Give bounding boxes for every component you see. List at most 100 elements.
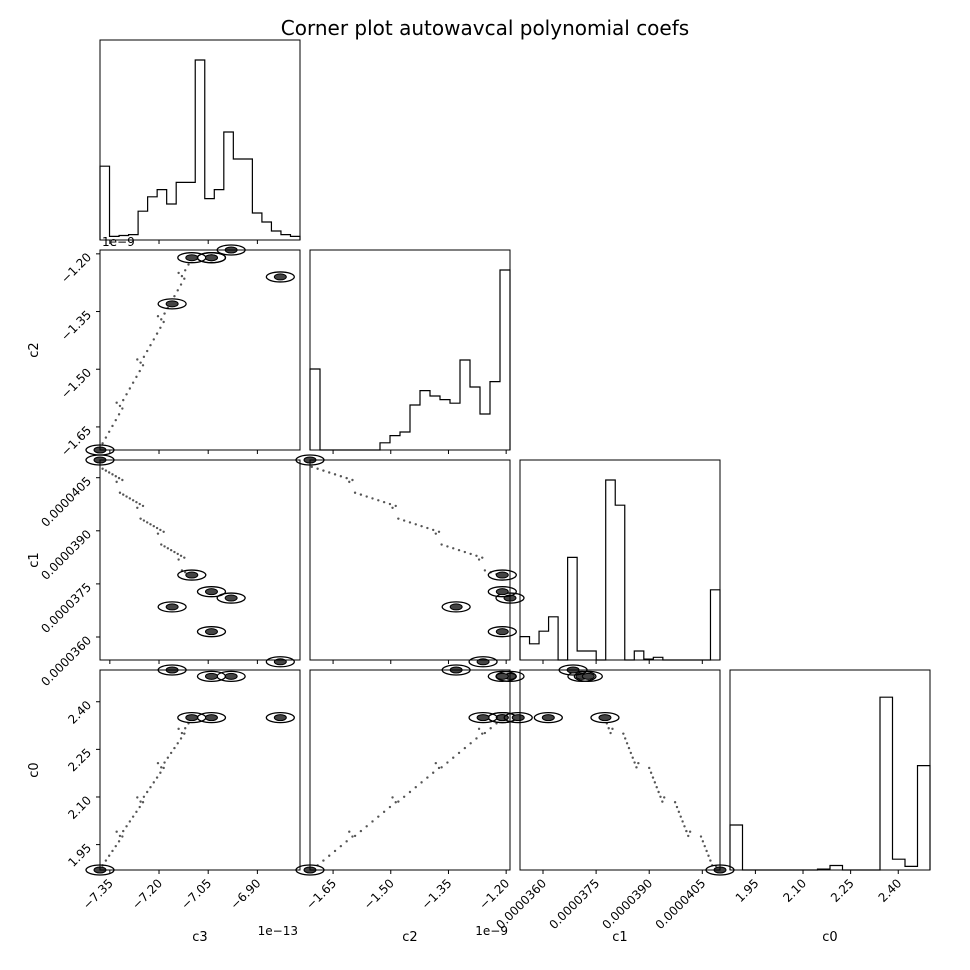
y-tick-label-c0: 2.25 xyxy=(65,746,94,775)
axes-frame xyxy=(519,669,721,871)
density-core xyxy=(165,603,179,611)
offset-label-c2: 1e−9 xyxy=(475,924,508,938)
axes-frame xyxy=(99,39,301,241)
sample-point xyxy=(115,401,118,404)
scatter-panel-c3-c2 xyxy=(85,244,295,456)
sample-point xyxy=(705,849,708,853)
hist-panel-c0 xyxy=(729,696,931,871)
x-tick-label-c3: −7.05 xyxy=(178,876,214,912)
sample-point xyxy=(101,442,104,445)
x-tick-label-c3: −7.35 xyxy=(80,876,116,912)
sample-point xyxy=(121,478,124,482)
sample-point xyxy=(152,338,155,341)
sample-point xyxy=(118,834,122,838)
sample-point xyxy=(625,742,629,745)
axes-frame xyxy=(99,669,301,871)
density-contour xyxy=(503,711,533,724)
sample-point xyxy=(101,467,104,470)
histogram-c3 xyxy=(99,59,301,240)
x-tick-label-c1: 0.0000390 xyxy=(600,876,656,932)
density-core xyxy=(185,571,199,579)
sample-point xyxy=(142,355,146,359)
sample-point xyxy=(483,731,487,735)
sample-point xyxy=(651,776,655,779)
sample-point xyxy=(121,407,124,410)
sample-point xyxy=(365,825,368,828)
sample-point xyxy=(701,840,705,843)
density-contour xyxy=(590,711,620,724)
sample-point xyxy=(687,834,690,838)
sample-point xyxy=(163,761,166,764)
sample-point xyxy=(683,825,686,828)
sample-point xyxy=(477,558,481,561)
sample-point xyxy=(166,547,170,550)
density-contour xyxy=(196,626,227,638)
density-core xyxy=(581,672,595,680)
sample-point xyxy=(135,500,138,504)
sample-point xyxy=(635,766,638,769)
sample-point xyxy=(107,471,111,474)
density-core xyxy=(165,300,179,308)
density-contour xyxy=(533,711,563,724)
sample-point xyxy=(107,430,111,433)
sample-point xyxy=(629,751,633,755)
density-core xyxy=(273,714,287,722)
sample-point xyxy=(115,480,118,484)
sample-point xyxy=(688,830,692,833)
sample-point xyxy=(184,269,187,272)
histogram-c1 xyxy=(519,479,721,661)
sample-point xyxy=(437,530,441,533)
sample-point xyxy=(176,552,179,556)
sample-point xyxy=(155,526,159,530)
sample-point xyxy=(394,801,397,804)
sample-point xyxy=(117,413,121,416)
density-contour xyxy=(196,670,227,682)
sample-point xyxy=(397,517,400,520)
sample-point xyxy=(348,480,351,484)
sample-point xyxy=(345,476,348,480)
x-axis-label-c1: c1 xyxy=(612,930,627,945)
density-contour xyxy=(216,592,246,604)
sample-point xyxy=(152,524,155,528)
sample-point xyxy=(394,504,397,508)
sample-point xyxy=(483,569,487,572)
sample-point xyxy=(659,795,662,799)
sample-point xyxy=(122,493,125,496)
axes-c2-c0: −1.65 −1.50 −1.35 −1.20 xyxy=(303,669,512,912)
sample-point xyxy=(353,834,357,838)
density-contour xyxy=(573,670,603,682)
density-contour xyxy=(468,711,498,724)
sample-point xyxy=(377,815,380,818)
sample-point xyxy=(420,524,423,528)
sample-point xyxy=(622,732,625,735)
sample-point xyxy=(136,358,139,361)
sample-point xyxy=(169,548,173,552)
sample-point xyxy=(475,554,478,557)
sample-point xyxy=(371,820,374,823)
density-core xyxy=(495,672,509,680)
sample-point xyxy=(138,805,141,809)
sample-point xyxy=(351,835,354,838)
sample-point xyxy=(345,840,348,843)
sample-point xyxy=(180,731,184,735)
density-core xyxy=(224,594,238,602)
offset-label-c3: 1e−13 xyxy=(258,924,298,938)
sample-point xyxy=(160,543,163,546)
sample-point xyxy=(316,467,319,470)
sample-point xyxy=(176,289,179,292)
sample-point xyxy=(125,393,128,396)
scatter-panel-c3-c1 xyxy=(85,454,295,668)
sample-point xyxy=(187,263,190,266)
sample-point xyxy=(333,849,337,853)
sample-point xyxy=(142,519,146,522)
sample-point xyxy=(457,548,461,552)
y-tick-label-c2: −1.50 xyxy=(58,365,94,401)
sample-point xyxy=(339,475,343,478)
sample-point xyxy=(707,854,710,857)
sample-point xyxy=(138,369,141,373)
sample-point xyxy=(162,530,165,533)
density-contour xyxy=(196,586,227,598)
axes-c3-c0: −7.35 −7.20 −7.05 −6.90 1.95 2.10 2.25 2.40 c0 xyxy=(27,669,301,912)
